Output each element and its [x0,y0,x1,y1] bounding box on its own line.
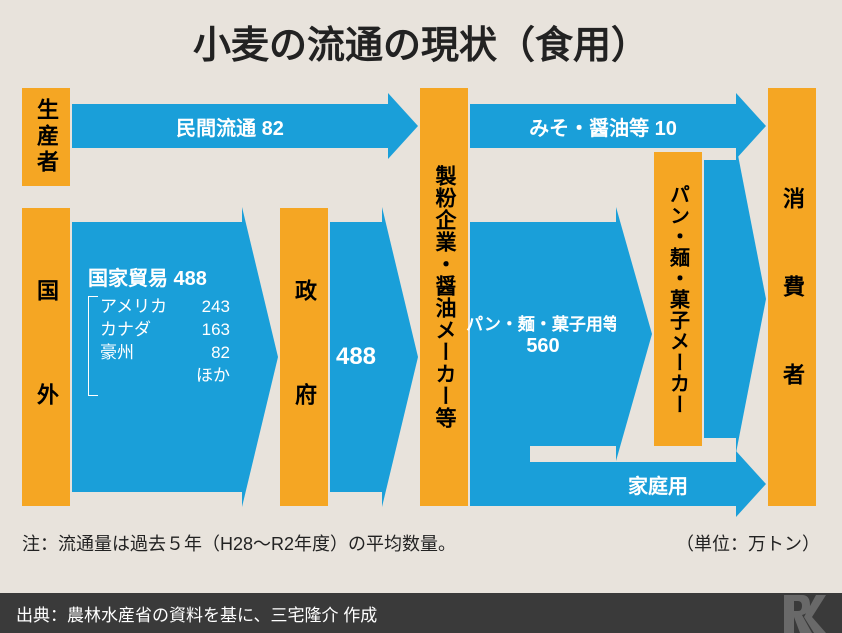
node-millers: 製粉企業・醤油メーカー等 [420,88,468,506]
node-millers-label: 製粉企業・醤油メーカー等 [429,165,459,429]
arrow-makers-consumer [704,160,736,438]
country-value: 82 [211,342,230,365]
trade-bracket [88,296,98,396]
diagram-canvas: 小麦の流通の現状（食用） 生産者 国 外 政 府 製粉企業・醤油メーカー等 パン… [0,0,842,633]
unit-label: （単位：万トン） [676,530,820,556]
arrow-bread-head [616,207,652,461]
arrow-home-head [736,451,766,517]
diagram-title: 小麦の流通の現状（食用） [0,14,842,69]
arrow-gov-mill: 488 [330,222,382,492]
arrow-miso-label: みそ・醤油等 10 [529,112,677,141]
node-government: 政 府 [280,208,328,506]
country-value: 163 [202,319,230,342]
country-value: 243 [202,296,230,319]
node-producer-label: 生産者 [30,98,62,176]
logo-icon [782,593,828,633]
node-abroad-label: 国 外 [30,279,62,435]
trade-country-other: ほか [100,365,230,388]
arrow-home-label: 家庭用 [628,470,688,499]
arrow-bread: パン・麺・菓子用等 560 [470,222,616,446]
arrow-bread-value: 560 [526,335,559,358]
arrow-private-label: 民間流通 82 [176,112,284,141]
node-makers: パン・麺・菓子メーカー [654,152,702,446]
country-name: 豪州 [100,342,134,365]
arrow-makers-consumer-head [736,145,766,453]
arrow-private-head [388,93,418,159]
node-producer: 生産者 [22,88,70,186]
arrow-gov-mill-label: 488 [336,343,376,371]
node-consumer: 消 費 者 [768,88,816,506]
arrow-bread-label: パン・麺・菓子用等 [466,310,620,335]
trade-country-row: アメリカ 243 [100,296,230,319]
footnote: 注：流通量は過去５年（H28～R2年度）の平均数量。 [22,530,456,556]
arrow-private: 民間流通 82 [72,104,388,148]
source-text: 出典：農林水産省の資料を基に、三宅隆介 作成 [16,601,377,626]
node-makers-label: パン・麺・菓子メーカー [664,184,693,415]
arrow-trade-title: 国家貿易 488 [88,262,207,291]
arrow-trade-head [242,207,278,507]
country-name: カナダ [100,319,151,342]
source-footer: 出典：農林水産省の資料を基に、三宅隆介 作成 [0,593,842,633]
arrow-miso: みそ・醤油等 10 [470,104,736,148]
trade-countries: アメリカ 243 カナダ 163 豪州 82 ほか [100,296,230,388]
country-name: アメリカ [100,296,167,319]
arrow-home-right: 家庭用 [470,462,736,506]
country-other: ほか [196,365,230,388]
trade-country-row: カナダ 163 [100,319,230,342]
node-abroad: 国 外 [22,208,70,506]
trade-country-row: 豪州 82 [100,342,230,365]
node-consumer-label: 消 費 者 [776,187,808,407]
node-government-label: 政 府 [288,279,320,435]
arrow-gov-mill-head [382,207,418,507]
